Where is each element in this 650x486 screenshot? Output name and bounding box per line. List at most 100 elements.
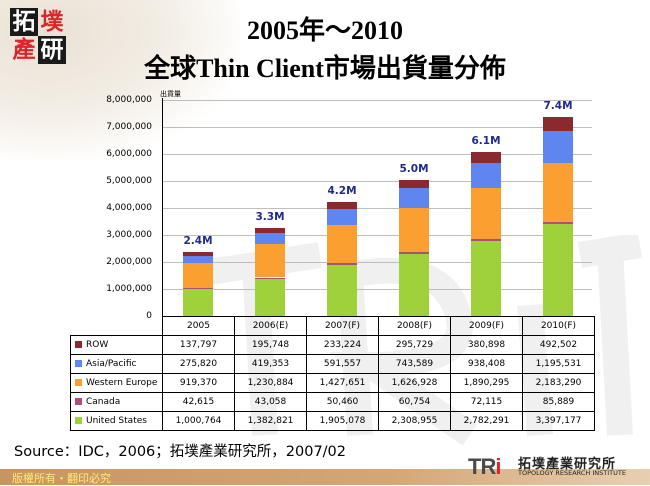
table-cell: 1,626,928	[378, 373, 451, 393]
bar-segment	[471, 238, 501, 241]
bar-segment	[327, 224, 357, 264]
bar-segment	[183, 255, 213, 263]
table-header-row: 2005 2006(E) 2007(F) 2008(F) 2009(F) 201…	[70, 316, 595, 336]
brand-name-chinese: 拓墣產業研究所	[518, 457, 617, 472]
chart-title-line1: 2005年～2010	[246, 16, 403, 45]
bar-total-label: 6.1M	[471, 135, 501, 148]
table-row: Western Europe 919,370 1,230,884 1,427,651 1…	[70, 373, 595, 393]
y-tick-label: 8,000,000	[106, 95, 152, 105]
legend-swatch-icon	[75, 398, 82, 405]
bar-segment	[471, 162, 501, 188]
table-cell: 743,589	[378, 354, 451, 374]
table-cell: 72,115	[450, 392, 523, 412]
chart-title-line2: 全球Thin Client市場出貨量分佈	[144, 54, 506, 83]
table-header-cell: 2005	[162, 316, 235, 336]
y-axis-unit-label: 出貨量	[160, 90, 181, 98]
legend-cell: United States	[70, 411, 163, 431]
bar-total-label: 2.4M	[183, 234, 213, 247]
y-tick-label: 1,000,000	[106, 284, 152, 294]
table-cell: 195,748	[234, 335, 307, 355]
table-cell: 419,353	[234, 354, 307, 374]
bar-segment	[327, 264, 357, 316]
legend-swatch-icon	[75, 379, 82, 386]
logo-char: 產	[12, 37, 36, 63]
footer-bar: 版權所有・翻印必究	[0, 469, 650, 485]
bar-segment	[399, 208, 429, 252]
table-cell: 43,058	[234, 392, 307, 412]
bar-segment	[327, 208, 357, 225]
tri-mark-logo: TRi	[468, 454, 501, 479]
bar-segment	[471, 152, 501, 163]
bar-segment	[327, 263, 357, 265]
bar-segment	[255, 227, 285, 233]
gridline	[162, 208, 592, 209]
gridline	[162, 262, 592, 263]
bar-total-label: 3.3M	[255, 210, 285, 223]
table-header-cell: 2008(F)	[378, 316, 451, 336]
y-tick-label: 6,000,000	[106, 149, 152, 159]
legend-cell: ROW	[70, 335, 163, 355]
table-cell: 1,195,531	[522, 354, 595, 374]
table-corner	[70, 316, 163, 336]
logo-char: 研	[38, 36, 66, 64]
table-cell: 2,183,290	[522, 373, 595, 393]
bar-segment	[327, 202, 357, 209]
logo-char: 墣	[40, 9, 64, 35]
y-tick-label: 5,000,000	[106, 176, 152, 186]
gridline	[162, 235, 592, 236]
gridline	[162, 289, 592, 290]
table-cell: 85,889	[522, 392, 595, 412]
bar-segment	[543, 221, 573, 225]
table-row: United States 1,000,764 1,382,821 1,905,078…	[70, 411, 595, 431]
data-table: 2005 2006(E) 2007(F) 2008(F) 2009(F) 201…	[70, 316, 595, 431]
table-cell: 591,557	[306, 354, 379, 374]
table-cell: 2,782,291	[450, 411, 523, 431]
y-tick-label: 0	[146, 311, 152, 321]
bar-segment	[399, 180, 429, 188]
legend-label: Western Europe	[86, 378, 158, 388]
bar-total-label: 7.4M	[543, 100, 573, 113]
bar-total-label: 4.2M	[327, 185, 357, 198]
table-cell: 1,890,295	[450, 373, 523, 393]
bar-segment	[471, 240, 501, 316]
table-cell: 295,729	[378, 335, 451, 355]
table-cell: 50,460	[306, 392, 379, 412]
legend-swatch-icon	[75, 341, 82, 348]
y-tick-label: 2,000,000	[106, 257, 152, 267]
legend-label: United States	[86, 416, 147, 426]
bar-segment	[255, 232, 285, 245]
bar-segment	[183, 287, 213, 290]
copyright-notice: 版權所有・翻印必究	[12, 472, 111, 485]
bar-segment	[471, 187, 501, 239]
bar-segment	[183, 251, 213, 256]
legend-swatch-icon	[75, 417, 82, 424]
gridline	[162, 181, 592, 182]
table-cell: 275,820	[162, 354, 235, 374]
gridline	[162, 127, 592, 128]
legend-cell: Asia/Pacific	[70, 354, 163, 374]
y-tick-label: 7,000,000	[106, 122, 152, 132]
bar-segment	[399, 253, 429, 316]
legend-cell: Western Europe	[70, 373, 163, 393]
legend-cell: Canada	[70, 392, 163, 412]
table-cell: 137,797	[162, 335, 235, 355]
table-cell: 3,397,177	[522, 411, 595, 431]
legend-label: Asia/Pacific	[86, 359, 137, 369]
bar-segment	[543, 224, 573, 316]
table-cell: 938,408	[450, 354, 523, 374]
bar-segment	[399, 188, 429, 209]
table-row: ROW 137,797 195,748 233,224 295,729 380,898 49…	[70, 335, 595, 355]
tri-corner-logo: 拓 墣 產 研	[8, 6, 68, 64]
table-cell: 380,898	[450, 335, 523, 355]
legend-label: Canada	[86, 397, 121, 407]
table-header-cell: 2006(E)	[234, 316, 307, 336]
table-cell: 1,000,764	[162, 411, 235, 431]
bar-total-label: 5.0M	[399, 163, 429, 176]
brand-name-english: TOPOLOGY RESEARCH INSTITUTE	[518, 469, 626, 477]
bar-segment	[399, 252, 429, 254]
table-cell: 60,754	[378, 392, 451, 412]
y-axis-line	[162, 98, 163, 317]
table-cell: 919,370	[162, 373, 235, 393]
logo-char: 拓	[10, 8, 38, 36]
table-cell: 1,230,884	[234, 373, 307, 393]
